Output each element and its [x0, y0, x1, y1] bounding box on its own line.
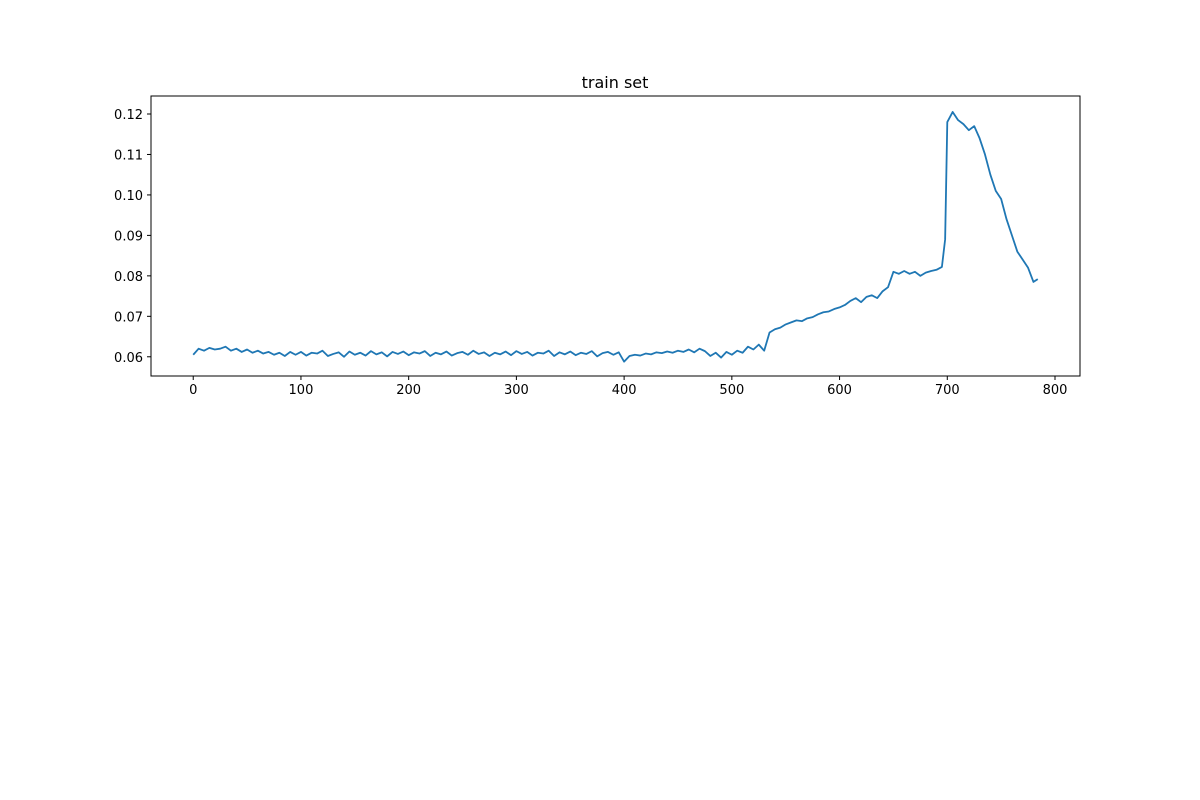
line — [192, 111, 1039, 363]
x-tick-label: 400 — [612, 383, 637, 398]
y-tick-label: 0.06 — [114, 351, 143, 366]
y-tick-label: 0.08 — [114, 270, 143, 285]
x-tick-label: 700 — [935, 383, 960, 398]
x-tick-label: 600 — [827, 383, 852, 398]
x-tick-label: 800 — [1043, 383, 1068, 398]
x-tick-label: 300 — [504, 383, 529, 398]
y-tick-label: 0.12 — [114, 108, 143, 123]
chart-title: train set — [582, 73, 649, 92]
x-tick-label: 0 — [189, 383, 197, 398]
y-tick-label: 0.10 — [114, 189, 143, 204]
y-tick-label: 0.09 — [114, 229, 143, 244]
x-tick-label: 500 — [719, 383, 744, 398]
y-tick-label: 0.11 — [114, 148, 143, 163]
axes-frame — [150, 95, 1081, 377]
x-tick-label: 200 — [396, 383, 421, 398]
y-tick-label: 0.07 — [114, 310, 143, 325]
x-tick-label: 100 — [289, 383, 314, 398]
